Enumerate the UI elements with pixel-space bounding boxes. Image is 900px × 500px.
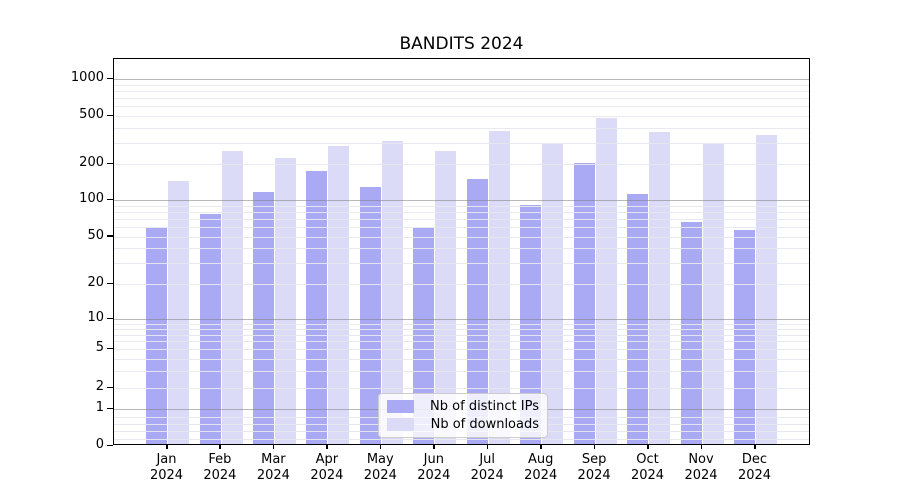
x-tick-label: Apr 2024	[310, 452, 344, 483]
legend-row-downloads: Nb of downloads	[387, 417, 539, 432]
x-tick-label: Jan 2024	[149, 452, 184, 483]
y-tick-mark	[107, 235, 113, 237]
y-tick-label: 2	[95, 379, 104, 395]
y-tick-mark	[107, 282, 113, 284]
y-tick-mark	[107, 162, 113, 164]
bar-ips-feb	[199, 214, 221, 444]
bar-downloads-sep	[595, 118, 617, 444]
bar-ips-apr	[306, 170, 328, 444]
x-tick-mark	[540, 445, 542, 449]
bar-downloads-may	[381, 141, 403, 444]
chart-title: BANDITS 2024	[399, 34, 524, 54]
x-tick-label: Sep 2024	[577, 452, 611, 483]
plot-area	[113, 58, 810, 445]
x-tick-label: Jul 2024	[470, 452, 504, 483]
legend: Nb of distinct IPs Nb of downloads	[378, 393, 548, 438]
legend-label-ips: Nb of distinct IPs	[430, 399, 539, 414]
bar-downloads-nov	[702, 143, 724, 444]
bar-ips-jan	[146, 227, 167, 444]
y-tick-mark	[107, 198, 113, 201]
bar-downloads-apr	[328, 145, 350, 444]
x-tick-mark	[700, 445, 702, 449]
y-tick-label: 10	[87, 310, 104, 326]
bar-ips-mar	[252, 192, 274, 444]
bar-ips-dec	[734, 229, 755, 444]
legend-row-ips: Nb of distinct IPs	[387, 399, 539, 414]
y-tick-mark	[107, 77, 113, 80]
y-tick-label: 100	[79, 191, 104, 207]
gridline-minor	[114, 106, 809, 108]
bar-downloads-jul	[488, 131, 510, 444]
gridline-minor	[114, 98, 809, 100]
x-tick-mark	[219, 445, 221, 449]
y-tick-label: 0	[95, 437, 104, 452]
y-tick-label: 50	[87, 227, 104, 243]
y-tick-mark	[107, 347, 113, 350]
y-tick-label: 500	[79, 107, 104, 122]
x-tick-mark	[379, 445, 382, 449]
legend-swatch-ips	[387, 400, 414, 413]
gridline-minor	[114, 116, 809, 117]
x-tick-mark	[433, 445, 435, 449]
x-tick-mark	[486, 445, 489, 449]
bar-downloads-oct	[649, 131, 670, 444]
x-tick-label: Jun 2024	[417, 452, 451, 483]
x-tick-mark	[647, 445, 649, 449]
bar-downloads-jun	[435, 150, 457, 444]
legend-swatch-downloads	[387, 418, 414, 431]
x-tick-mark	[754, 445, 756, 449]
bar-ips-nov	[680, 221, 702, 444]
y-tick-label: 5	[95, 340, 104, 356]
y-tick-label: 1	[95, 400, 104, 416]
x-tick-label: Aug 2024	[524, 452, 558, 483]
y-tick-mark	[107, 386, 113, 389]
y-tick-label: 200	[79, 155, 104, 170]
bar-ips-sep	[573, 162, 595, 444]
y-tick-mark	[107, 407, 113, 410]
legend-label-downloads: Nb of downloads	[430, 417, 539, 432]
x-tick-label: Mar 2024	[256, 452, 290, 483]
y-tick-mark	[107, 317, 113, 320]
gridline-minor	[114, 127, 809, 129]
x-tick-mark	[272, 445, 275, 449]
x-tick-label: Feb 2024	[203, 452, 237, 483]
gridline-minor	[114, 91, 809, 93]
x-tick-label: May 2024	[363, 452, 397, 483]
gridline-major	[114, 79, 809, 81]
gridline-minor	[114, 84, 809, 86]
y-tick-label: 20	[87, 275, 104, 290]
bar-ips-may	[359, 186, 381, 444]
bar-downloads-feb	[221, 150, 243, 444]
y-tick-mark	[107, 114, 113, 116]
x-tick-mark	[326, 445, 328, 449]
bar-downloads-jan	[168, 181, 189, 444]
bar-ips-jul	[466, 178, 488, 444]
x-tick-mark	[593, 445, 596, 449]
x-tick-label: Dec 2024	[737, 452, 772, 483]
bar-downloads-dec	[756, 134, 777, 444]
bar-ips-jun	[413, 227, 435, 444]
y-tick-mark	[107, 444, 113, 446]
bar-ips-oct	[627, 194, 648, 444]
y-tick-label: 1000	[70, 70, 104, 86]
bar-downloads-mar	[274, 158, 296, 444]
x-tick-mark	[166, 445, 168, 449]
x-tick-label: Oct 2024	[630, 452, 665, 483]
x-tick-label: Nov 2024	[684, 452, 718, 483]
